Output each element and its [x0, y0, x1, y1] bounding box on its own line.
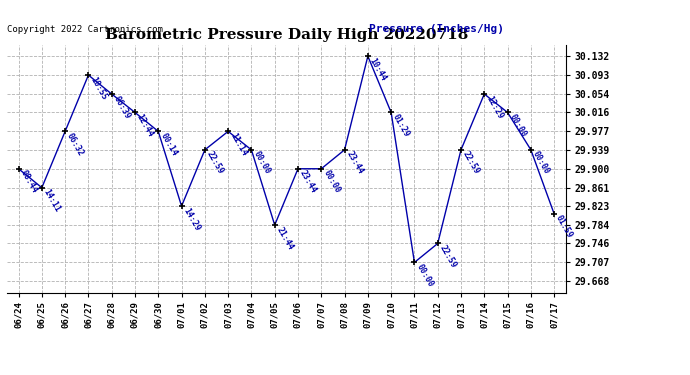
Text: 00:00: 00:00 [251, 150, 272, 176]
Text: 01:59: 01:59 [554, 214, 575, 240]
Text: 23:44: 23:44 [344, 150, 365, 176]
Text: 14:11: 14:11 [42, 188, 62, 214]
Text: 00:00: 00:00 [415, 262, 435, 288]
Text: 14:29: 14:29 [181, 206, 202, 232]
Text: 22:59: 22:59 [205, 150, 225, 176]
Text: Pressure (Inches/Hg): Pressure (Inches/Hg) [369, 24, 504, 34]
Text: 23:44: 23:44 [298, 169, 318, 195]
Text: 06:32: 06:32 [65, 131, 86, 158]
Text: 00:00: 00:00 [322, 169, 342, 195]
Text: 00:14: 00:14 [158, 131, 179, 158]
Text: 06:39: 06:39 [112, 94, 132, 120]
Text: 01:29: 01:29 [391, 112, 411, 139]
Text: 00:00: 00:00 [508, 112, 528, 139]
Text: 21:44: 21:44 [275, 225, 295, 251]
Text: 08:44: 08:44 [19, 169, 39, 195]
Text: 22:59: 22:59 [437, 243, 458, 270]
Text: 12:29: 12:29 [484, 94, 504, 120]
Text: 11:14: 11:14 [228, 131, 248, 158]
Text: 00:00: 00:00 [531, 150, 551, 176]
Text: 22:59: 22:59 [461, 150, 482, 176]
Text: 12:44: 12:44 [135, 112, 155, 139]
Text: Copyright 2022 Cartronics.com: Copyright 2022 Cartronics.com [7, 25, 163, 34]
Title: Barometric Pressure Daily High 20220718: Barometric Pressure Daily High 20220718 [105, 28, 468, 42]
Text: 10:55: 10:55 [88, 75, 109, 101]
Text: 10:44: 10:44 [368, 56, 388, 82]
